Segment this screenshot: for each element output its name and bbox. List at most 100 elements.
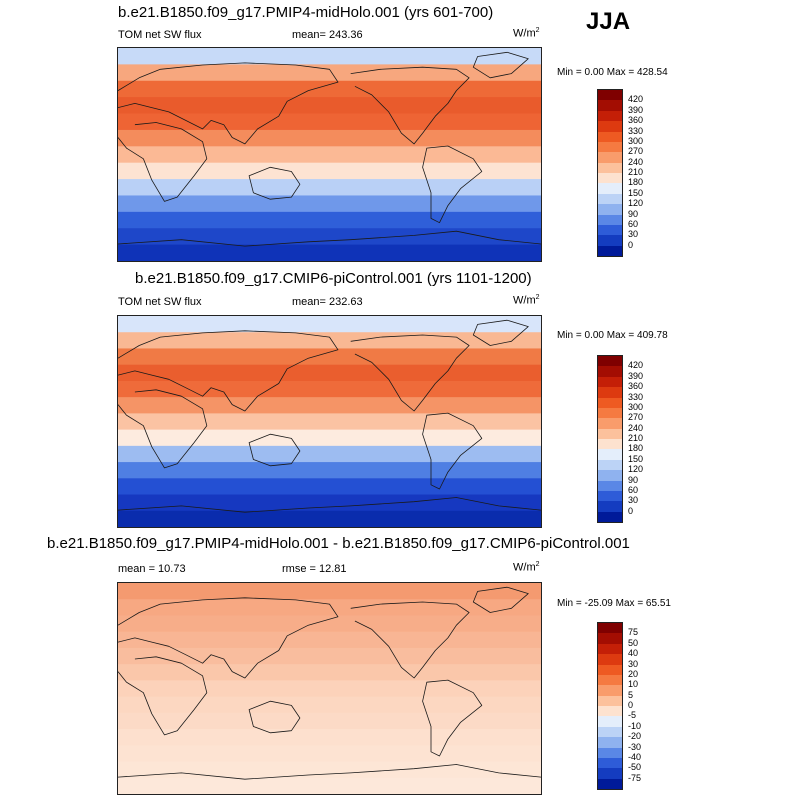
map-band — [118, 244, 541, 261]
coastline — [472, 319, 529, 346]
colorbar-segment — [598, 511, 622, 522]
colorbar-segment — [598, 131, 622, 142]
map-band — [118, 583, 541, 600]
coastline — [118, 122, 208, 202]
colorbar-segment — [598, 356, 622, 367]
colorbar-tick-label: -50 — [628, 762, 642, 773]
coastline — [248, 433, 301, 467]
colorbar-tick-label: 390 — [628, 370, 644, 381]
panel-3-map — [117, 582, 542, 795]
map-band — [118, 64, 541, 82]
panel-2-mean-label: mean= 232.63 — [292, 296, 363, 308]
colorbar-tick-label: -20 — [628, 731, 642, 742]
panel-3-minmax: Min = -25.09 Max = 65.51 — [557, 598, 671, 609]
colorbar-tick-label: 90 — [628, 208, 639, 219]
coastline — [472, 586, 529, 613]
colorbar-tick-label: 120 — [628, 198, 644, 209]
panel-3-units: W/m2 — [513, 561, 540, 574]
colorbar-tick-label: 270 — [628, 146, 644, 157]
colorbar-segment — [598, 152, 622, 163]
map-band — [118, 729, 541, 746]
coastline — [118, 330, 339, 412]
coastline — [118, 230, 541, 247]
colorbar-segment — [598, 204, 622, 215]
colorbar-tick-label: -10 — [628, 720, 642, 731]
colorbar-segment — [598, 654, 622, 665]
coastline-overlay — [118, 319, 541, 513]
panel-3-colorbar: 75 50 40 30 20 10 5 0 -5 -10 -20 -30 -40 -50 -75 — [597, 622, 641, 790]
map-band — [118, 712, 541, 730]
panel-1-units: W/m2 — [513, 27, 540, 40]
colorbar-tick-label: 10 — [628, 679, 639, 690]
map-band — [118, 647, 541, 665]
coastline — [422, 145, 483, 224]
colorbar-tick-label: -40 — [628, 751, 642, 762]
colorbar-segment — [598, 121, 622, 132]
colorbar-tick-label: 210 — [628, 167, 644, 177]
map-band — [118, 599, 541, 617]
panel-3-mean-label: mean = 10.73 — [118, 563, 186, 575]
coastline — [118, 597, 339, 679]
colorbar-tick-label: 40 — [628, 648, 639, 659]
colorbar-segment — [598, 193, 622, 205]
colorbar-tick-label: 180 — [628, 177, 644, 188]
map-band — [118, 429, 541, 447]
map-band — [118, 211, 541, 229]
colorbar-segment — [598, 428, 622, 439]
coastline — [118, 764, 541, 780]
colorbar-tick-label: 150 — [628, 187, 644, 198]
map-band — [118, 631, 541, 649]
colorbar-tick-label: 360 — [628, 115, 644, 126]
map-band — [118, 397, 541, 414]
coastline — [472, 51, 529, 79]
map-band — [118, 80, 541, 98]
colorbar-segment — [598, 387, 622, 398]
colorbar-segment — [598, 695, 622, 706]
panel-2-title: b.e21.B1850.f09_g17.CMIP6-piControl.001 … — [135, 270, 532, 287]
map-band — [118, 664, 541, 681]
colorbar-segment — [598, 449, 622, 460]
colorbar-segment — [598, 173, 622, 184]
map-band — [118, 195, 541, 213]
colorbar-segment — [598, 674, 622, 686]
colorbar-segment — [598, 439, 622, 450]
panel-2-variable-label: TOM net SW flux — [118, 296, 202, 308]
map-band — [118, 761, 541, 779]
colorbar-tick-label: 330 — [628, 125, 644, 136]
coastline-overlay — [118, 586, 541, 780]
map-band — [118, 745, 541, 763]
coastline — [422, 412, 483, 490]
map-band — [118, 413, 541, 431]
colorbar-tick-label: 30 — [628, 658, 639, 669]
coastline — [118, 62, 339, 145]
coastline — [422, 679, 483, 757]
colorbar-segment — [598, 90, 622, 101]
colorbar-tick-label: 210 — [628, 433, 644, 443]
colorbar-tick-label: 30 — [628, 229, 639, 240]
map-band — [118, 696, 541, 714]
colorbar-segment — [598, 737, 622, 748]
panel-3-title: b.e21.B1850.f09_g17.PMIP4-midHolo.001 - … — [47, 535, 630, 552]
colorbar-tick-label: 0 — [628, 505, 634, 516]
colorbar-segment — [598, 768, 622, 779]
colorbar-tick-label: 150 — [628, 453, 644, 464]
colorbar-segment — [598, 726, 622, 738]
coastline — [248, 166, 301, 200]
colorbar-tick-label: 75 — [628, 627, 639, 638]
colorbar-segment — [598, 418, 622, 429]
colorbar-tick-label: 360 — [628, 381, 644, 392]
map-band — [118, 615, 541, 633]
panel-1-map-svg — [118, 48, 541, 261]
map-band — [118, 97, 541, 115]
map-band — [118, 777, 541, 794]
colorbar-segment — [598, 366, 622, 377]
colorbar-tick-label: 60 — [628, 484, 639, 495]
panel-1-title: b.e21.B1850.f09_g17.PMIP4-midHolo.001 (y… — [118, 4, 494, 21]
colorbar-tick-label: 270 — [628, 412, 644, 423]
colorbar-segment — [598, 643, 622, 655]
colorbar-segment — [598, 706, 622, 717]
colorbar-segment — [598, 235, 622, 246]
map-band — [118, 332, 541, 350]
panel-1-colorbar: 420 390 360 330 300 270 240 210 180 150 120 90 60 30 0 — [597, 89, 643, 257]
colorbar-segment — [598, 100, 622, 111]
